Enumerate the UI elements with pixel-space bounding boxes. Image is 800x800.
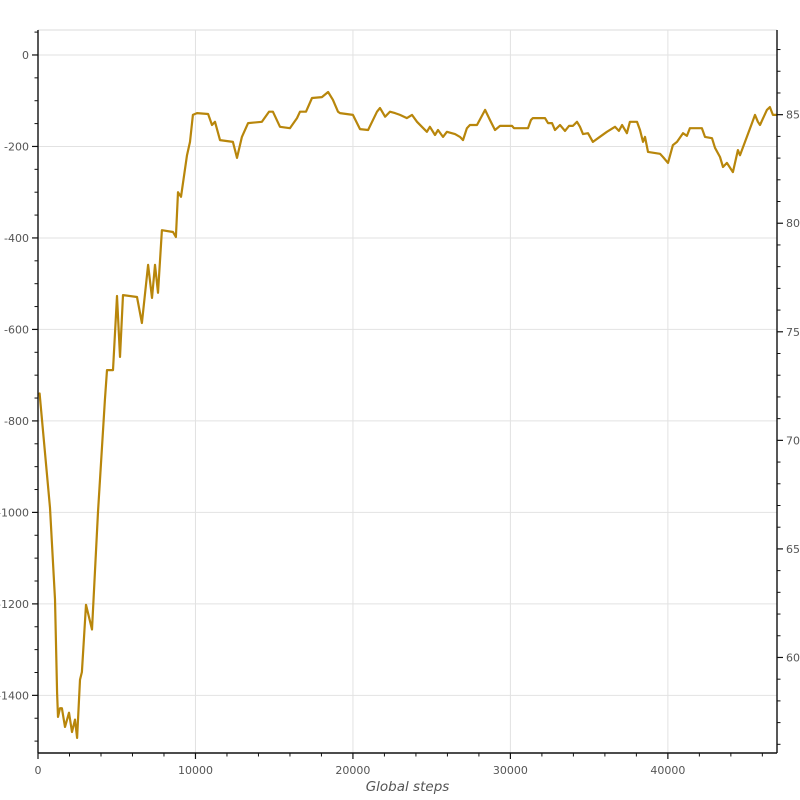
x-axis-tick-label: 10000: [178, 764, 213, 777]
left-axis-tick-label: 0: [22, 49, 29, 62]
left-axis-tick-label: -200: [4, 140, 29, 153]
x-axis-label: Global steps: [366, 779, 450, 795]
left-axis-tick-label: -1400: [0, 689, 29, 702]
x-axis-tick-label: 30000: [493, 764, 528, 777]
x-axis-tick-label: 40000: [650, 764, 685, 777]
right-axis-tick-label: 60: [786, 651, 800, 664]
x-axis-tick-label: 20000: [335, 764, 370, 777]
right-axis-tick-label: 65: [786, 543, 800, 556]
right-axis-tick-label: 75: [786, 326, 800, 339]
left-axis-tick-label: -1200: [0, 598, 29, 611]
series-line: [38, 90, 778, 739]
right-axis-tick-label: 80: [786, 217, 800, 230]
right-axis-tick-label: 70: [786, 434, 800, 447]
left-axis-tick-label: -400: [4, 232, 29, 245]
x-axis-tick-label: 0: [35, 764, 42, 777]
left-axis-tick-label: -600: [4, 323, 29, 336]
right-axis-tick-label: 85: [786, 109, 800, 122]
left-axis-tick-label: -1000: [0, 506, 29, 519]
left-axis-tick-label: -800: [4, 415, 29, 428]
